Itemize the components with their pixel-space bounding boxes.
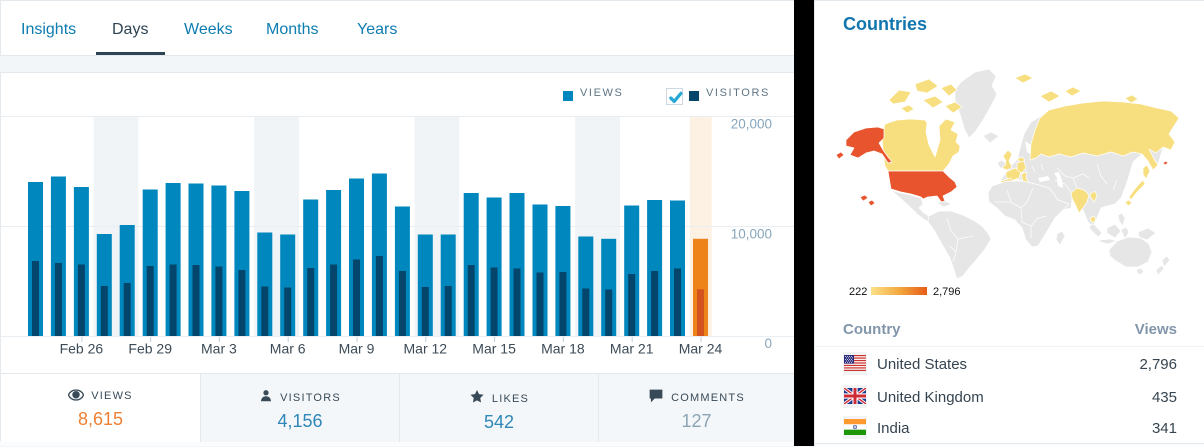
svg-text:Mar 24: Mar 24 [679,341,723,357]
svg-text:Mar 15: Mar 15 [472,341,516,357]
svg-text:10,000: 10,000 [731,227,772,242]
svg-text:Mar 18: Mar 18 [541,341,585,357]
svg-text:Mar 3: Mar 3 [201,341,237,357]
svg-text:Mar 21: Mar 21 [610,341,654,357]
svg-text:Mar 12: Mar 12 [404,341,448,357]
svg-text:Mar 9: Mar 9 [339,341,375,357]
svg-text:Feb 26: Feb 26 [60,341,104,357]
svg-text:20,000: 20,000 [731,117,772,132]
svg-text:Mar 6: Mar 6 [270,341,306,357]
svg-text:Feb 29: Feb 29 [128,341,172,357]
svg-text:0: 0 [764,336,772,351]
